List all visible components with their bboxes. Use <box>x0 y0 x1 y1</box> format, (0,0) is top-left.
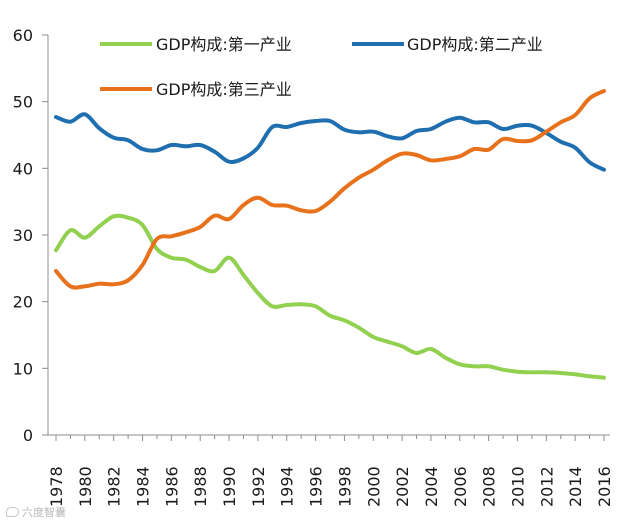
x-tick-label: 2012 <box>537 466 556 507</box>
x-tick-label: 2000 <box>364 466 383 507</box>
legend-label-primary: GDP构成:第一产业 <box>156 35 292 54</box>
series-line-primary <box>54 213 606 380</box>
speech-bubble-icon <box>6 507 19 517</box>
x-tick-label: 1978 <box>47 466 66 507</box>
y-tick-label: 10 <box>13 359 33 378</box>
x-tick-label: 2006 <box>451 466 470 507</box>
y-tick-label: 50 <box>13 93 33 112</box>
legend: GDP构成:第一产业 GDP构成:第二产业 GDP构成:第三产业 <box>100 35 543 99</box>
x-tick-label: 1988 <box>191 466 210 507</box>
y-tick-label: 20 <box>13 293 33 312</box>
legend-item-primary: GDP构成:第一产业 <box>100 35 292 54</box>
axes <box>47 35 610 436</box>
legend-item-secondary: GDP构成:第二产业 <box>352 35 543 54</box>
x-tick-label: 1996 <box>307 466 326 507</box>
y-tick-label: 40 <box>13 159 33 178</box>
x-tick-label: 1982 <box>105 466 124 507</box>
x-tick-label: 2014 <box>566 466 585 507</box>
x-tick-label: 1986 <box>162 466 181 507</box>
x-tick-label: 1984 <box>134 466 153 507</box>
y-tick-label: 0 <box>23 426 33 445</box>
watermark-text: 六度智囊 <box>22 506 66 519</box>
watermark: 六度智囊 <box>6 504 66 520</box>
x-tick-label: 1998 <box>335 466 354 507</box>
series-layer <box>54 89 606 380</box>
x-tick-label: 1992 <box>249 466 268 507</box>
series-line-secondary <box>54 112 606 172</box>
y-axis-ticks: 0 10 20 30 40 50 60 <box>13 26 48 445</box>
x-tick-label: 1990 <box>220 466 239 507</box>
legend-label-secondary: GDP构成:第二产业 <box>407 35 543 54</box>
y-tick-label: 60 <box>13 26 33 45</box>
legend-item-tertiary: GDP构成:第三产业 <box>100 80 292 99</box>
y-tick-label: 30 <box>13 226 33 245</box>
x-tick-label: 2004 <box>422 466 441 507</box>
x-tick-label: 2016 <box>595 466 614 507</box>
x-tick-label: 2008 <box>480 466 499 507</box>
x-tick-label: 2010 <box>508 466 527 507</box>
series-line-tertiary <box>54 89 606 290</box>
x-tick-label: 2002 <box>393 466 412 507</box>
x-axis-ticks: 1978 1980 1982 1984 1986 1988 1990 1992 1994 1996… <box>47 435 614 507</box>
x-tick-label: 1980 <box>76 466 95 507</box>
legend-label-tertiary: GDP构成:第三产业 <box>156 80 292 99</box>
x-tick-label: 1994 <box>278 466 297 507</box>
